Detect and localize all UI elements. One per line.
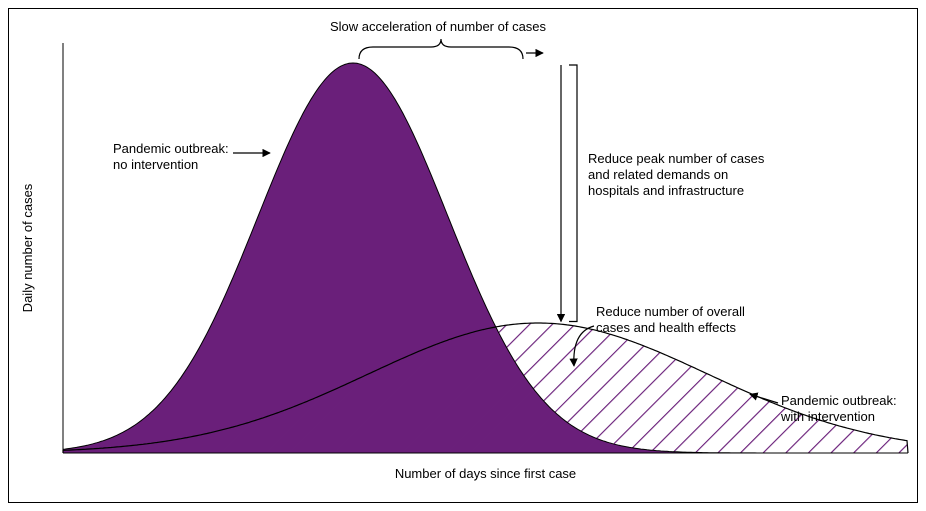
right-low-annotation: Pandemic outbreak:with intervention (780, 393, 897, 424)
svg-text:cases and health effects: cases and health effects (596, 320, 736, 335)
svg-text:Pandemic outbreak:: Pandemic outbreak: (781, 393, 897, 408)
svg-text:no intervention: no intervention (113, 157, 198, 172)
vertical-bracket (569, 65, 577, 322)
svg-text:and related demands on: and related demands on (588, 167, 728, 182)
svg-text:Reduce peak number of cases: Reduce peak number of cases (588, 151, 765, 166)
right-mid-annotation: Reduce peak number of casesand related d… (588, 151, 765, 198)
left-annotation: Pandemic outbreak:no intervention (113, 141, 229, 172)
reduce-overall-annotation: Reduce number of overallcases and health… (596, 304, 745, 335)
svg-text:hospitals and infrastructure: hospitals and infrastructure (588, 183, 744, 198)
svg-text:Pandemic outbreak:: Pandemic outbreak: (113, 141, 229, 156)
top-brace (359, 39, 523, 59)
pandemic-curve-chart: Number of days since first case Daily num… (8, 8, 918, 503)
top-annotation: Slow acceleration of number of cases (330, 19, 547, 34)
y-axis-label: Daily number of cases (20, 183, 35, 312)
svg-text:with intervention: with intervention (780, 409, 875, 424)
x-axis-label: Number of days since first case (395, 466, 576, 481)
svg-text:Reduce number of overall: Reduce number of overall (596, 304, 745, 319)
